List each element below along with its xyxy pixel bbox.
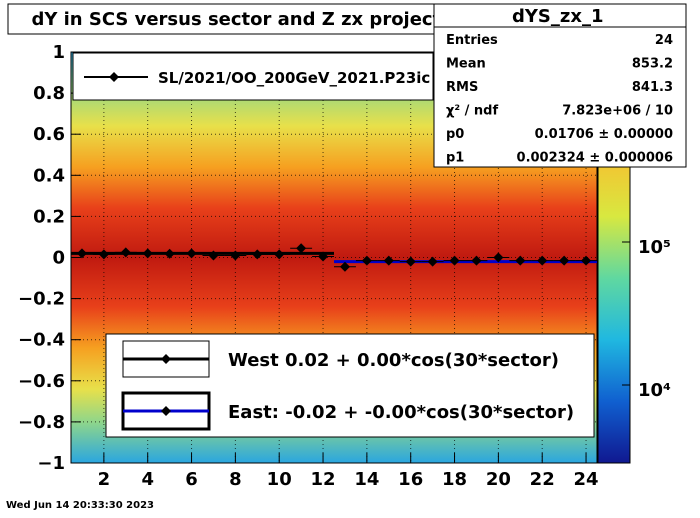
data-point [274, 249, 285, 260]
legend-east-marker [161, 406, 171, 416]
data-point [361, 255, 372, 266]
x-tick-label: 16 [398, 469, 423, 490]
x-tick-label: 6 [185, 469, 198, 490]
data-point [120, 247, 131, 258]
y-tick-label: 0.4 [33, 165, 65, 186]
legend-entry: SL/2021/OO_200GeV_2021.P23ic [158, 69, 430, 87]
stats-label: p1 [446, 151, 464, 166]
data-point [230, 250, 241, 261]
stats-label: χ² / ndf [446, 104, 498, 119]
x-tick-label: 20 [486, 469, 511, 490]
x-tick-label: 2 [98, 469, 111, 490]
stats-label: p0 [446, 127, 464, 142]
colorbar-tick-label: 10⁵ [638, 237, 671, 258]
legend-west-text: West 0.02 + 0.00*cos(30*sector) [228, 350, 559, 371]
stats-label: Entries [446, 33, 498, 48]
data-point [515, 255, 526, 266]
data-point [296, 243, 307, 254]
y-tick-label: 0.2 [33, 206, 65, 227]
data-point [142, 248, 153, 259]
data-point [427, 256, 438, 267]
stats-value: 0.002324 ± 0.000006 [517, 151, 673, 166]
stats-value: 24 [655, 33, 673, 48]
x-tick-label: 24 [574, 469, 599, 490]
data-point [449, 255, 460, 266]
data-point [493, 252, 504, 263]
data-point [208, 250, 219, 261]
y-tick-label: −0.8 [18, 412, 65, 433]
data-point [537, 255, 548, 266]
y-axis: −1 −0.8 −0.6 −0.4 −0.2 0 0.2 0.4 0.6 0.8 1 [18, 42, 81, 474]
y-tick-label: −0.2 [18, 289, 65, 310]
data-point [186, 248, 197, 259]
data-point [471, 255, 482, 266]
stats-value: 841.3 [632, 80, 673, 95]
stats-rows: Entries 24 Mean 853.2 RMS 841.3 χ² / ndf 7.823e… [446, 33, 673, 166]
y-tick-label: −0.6 [18, 371, 65, 392]
legend-west-marker [161, 354, 171, 364]
x-tick-label: 4 [141, 469, 154, 490]
timestamp: Wed Jun 14 20:33:30 2023 [6, 500, 154, 511]
stats-label: Mean [446, 57, 486, 72]
x-axis: 2 4 6 8 10 12 14 16 18 20 22 24 [98, 453, 599, 490]
y-tick-label: 0.8 [33, 83, 65, 104]
y-tick-label: −0.4 [18, 330, 65, 351]
x-tick-label: 10 [267, 469, 292, 490]
legend-marker [109, 72, 119, 82]
colorbar-tick-label: 10⁴ [638, 380, 671, 401]
y-tick-label: 0.6 [33, 124, 65, 145]
x-tick-label: 12 [311, 469, 336, 490]
data-point [76, 248, 87, 259]
data-point [383, 255, 394, 266]
x-tick-label: 22 [530, 469, 555, 490]
data-point [252, 249, 263, 260]
data-point [559, 255, 570, 266]
stats-value: 7.823e+06 / 10 [562, 104, 673, 119]
stats-label: RMS [446, 80, 478, 95]
legend-east-text: East: -0.02 + -0.00*cos(30*sector) [228, 402, 574, 423]
data-point [339, 261, 350, 272]
data-point [581, 255, 592, 266]
y-tick-label: −1 [37, 453, 65, 474]
x-tick-label: 8 [229, 469, 242, 490]
stats-box [433, 3, 687, 168]
x-tick-label: 18 [442, 469, 467, 490]
stats-value: 0.01706 ± 0.00000 [535, 127, 673, 142]
data-point [98, 249, 109, 260]
chart-title: dY in SCS versus sector and Z zx project… [31, 9, 472, 30]
title-box [7, 3, 498, 35]
y-tick-label: 1 [52, 42, 65, 63]
y-tick-label: 0 [52, 248, 65, 269]
data-points [71, 243, 597, 272]
data-point [318, 251, 329, 262]
data-point [164, 248, 175, 259]
x-tick-label: 14 [354, 469, 379, 490]
data-point [405, 256, 416, 267]
stats-value: 853.2 [632, 57, 673, 72]
stats-name: dYS_zx_1 [512, 6, 604, 27]
